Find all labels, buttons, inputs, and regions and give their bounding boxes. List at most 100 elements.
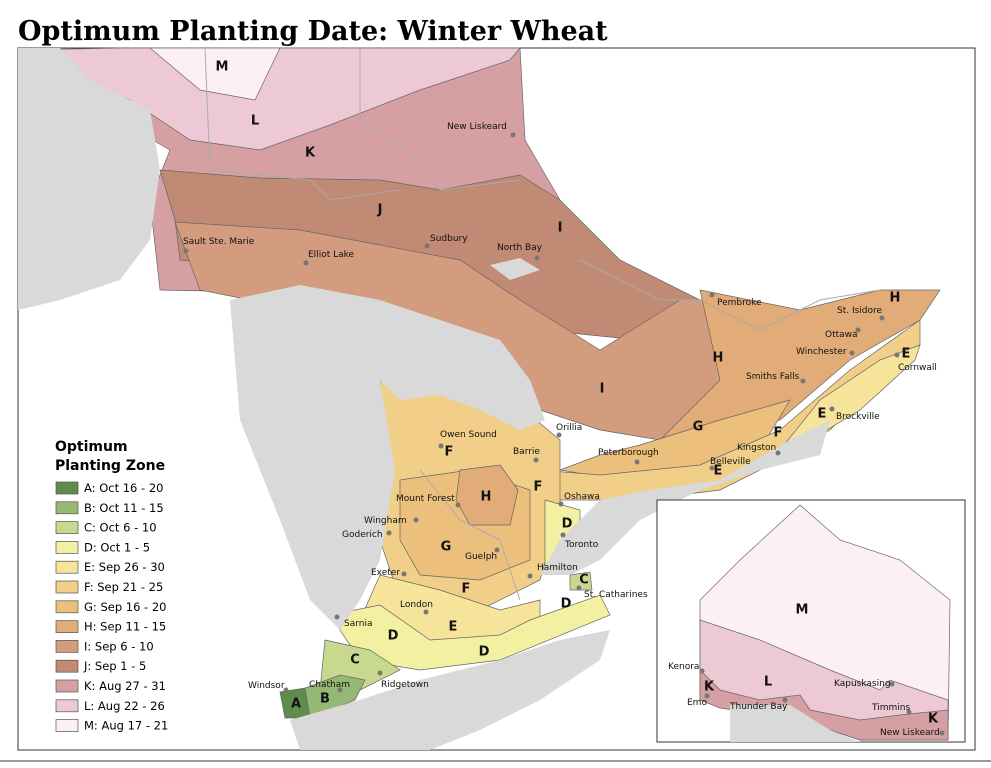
city-label: Elliot Lake	[308, 250, 355, 260]
city-dot	[906, 709, 912, 715]
legend-title: Planting Zone	[55, 458, 165, 474]
zone-label: M	[796, 603, 809, 618]
legend-swatch	[55, 580, 79, 594]
legend-label: J: Sep 1 - 5	[83, 659, 146, 673]
city-label: Ridgetown	[381, 680, 429, 690]
main-map	[17, 47, 976, 751]
zone-label: G	[693, 420, 704, 435]
legend-swatch	[55, 699, 79, 713]
city-dot	[849, 350, 855, 356]
city-dot	[800, 378, 806, 384]
legend: Optimum Planting Zone A: Oct 16 - 20 B: O…	[55, 439, 168, 733]
zone-label: E	[818, 407, 827, 422]
city-label: Exeter	[371, 568, 400, 578]
city-dot	[303, 260, 309, 266]
city-label: Peterborough	[598, 448, 659, 458]
district-border	[579, 259, 881, 331]
city-dot	[634, 459, 640, 465]
legend-swatch	[55, 640, 79, 653]
city-label: Windsor	[248, 681, 285, 691]
city-dot	[889, 681, 895, 687]
legend-swatch	[55, 600, 79, 614]
city-label: New Liskeard	[447, 122, 507, 132]
city-label: Cornwall	[898, 363, 937, 373]
city-label: Pembroke	[717, 298, 762, 308]
city-dot	[413, 517, 419, 523]
district-border	[204, 47, 401, 201]
city-dot	[455, 502, 461, 508]
city-label: Emo	[687, 698, 707, 708]
inset-lake-superior	[730, 705, 860, 742]
city-dot	[283, 687, 289, 693]
city-label: Sault Ste. Marie	[183, 237, 255, 247]
inset-map: Kenora Emo Thunder Bay Kapuskasing Timmi…	[656, 499, 966, 743]
city-label: Barrie	[513, 447, 540, 457]
city-dot	[775, 450, 781, 456]
city-label: Kenora	[668, 662, 699, 672]
city-dot	[386, 530, 392, 536]
city-dot	[704, 693, 710, 699]
legend-label: H: Sep 11 - 15	[84, 620, 166, 634]
city-label: Mount Forest	[396, 494, 455, 504]
zone-label: J	[377, 203, 383, 218]
city-label: Smiths Falls	[746, 372, 800, 382]
city-dot	[829, 406, 835, 412]
zone-label: I	[600, 382, 605, 397]
lake-huron	[230, 285, 545, 630]
district-border	[359, 48, 521, 191]
zone-label: E	[714, 464, 723, 479]
legend-label: A: Oct 16 - 20	[84, 481, 163, 495]
lake-nipissing	[490, 258, 540, 280]
legend-label: F: Sep 21 - 25	[84, 580, 163, 594]
city-label: Orillia	[556, 423, 582, 433]
zone-label: K	[704, 680, 715, 695]
zone-h-east	[658, 289, 941, 441]
legend-label: B: Oct 11 - 15	[84, 501, 164, 515]
legend-label: E: Sep 26 - 30	[84, 560, 165, 574]
city-dot	[438, 443, 444, 449]
lake-superior	[18, 48, 160, 310]
zone-label: A	[291, 697, 301, 712]
lake-erie	[290, 630, 610, 750]
zone-label: G	[441, 540, 452, 555]
city-dot	[709, 292, 715, 298]
zone-label: L	[251, 114, 259, 129]
zone-label: C	[579, 573, 589, 588]
zone-label: D	[479, 645, 490, 660]
zone-label: D	[561, 597, 572, 612]
city-dot	[494, 547, 500, 553]
zone-label: D	[562, 517, 573, 532]
city-dot	[855, 327, 861, 333]
city-dot	[534, 255, 540, 261]
city-dot	[939, 730, 945, 736]
zone-label: B	[320, 692, 330, 707]
legend-swatch	[55, 679, 79, 693]
cities: Sault Ste. Marie Elliot Lake Sudbury Nor…	[183, 122, 937, 693]
zone-label: K	[928, 712, 939, 727]
city-label: Wingham	[364, 516, 407, 526]
city-dot	[782, 697, 788, 703]
legend-swatch	[55, 501, 79, 515]
city-label: Toronto	[564, 540, 599, 550]
zone-c-niagara	[569, 571, 593, 591]
city-label: Oshawa	[564, 492, 600, 502]
legend-swatch	[55, 541, 79, 554]
legend-title: Optimum	[55, 439, 128, 455]
legend-label: M: Aug 17 - 21	[84, 719, 168, 733]
legend-swatch	[55, 620, 79, 633]
zone-label: M	[216, 60, 229, 75]
zone-label: C	[350, 653, 360, 668]
city-label: Guelph	[465, 552, 497, 562]
zone-label: F	[462, 582, 471, 597]
city-dot	[558, 501, 564, 507]
city-dot	[699, 668, 705, 674]
zone-label: D	[388, 629, 399, 644]
legend-swatch	[55, 659, 79, 673]
city-label: North Bay	[497, 243, 543, 253]
city-label: London	[400, 600, 433, 610]
zone-m	[149, 47, 281, 101]
zone-label: F	[534, 480, 543, 495]
city-label: Owen Sound	[440, 430, 497, 440]
legend-label: C: Oct 6 - 10	[84, 521, 157, 535]
legend-swatch	[55, 560, 79, 574]
